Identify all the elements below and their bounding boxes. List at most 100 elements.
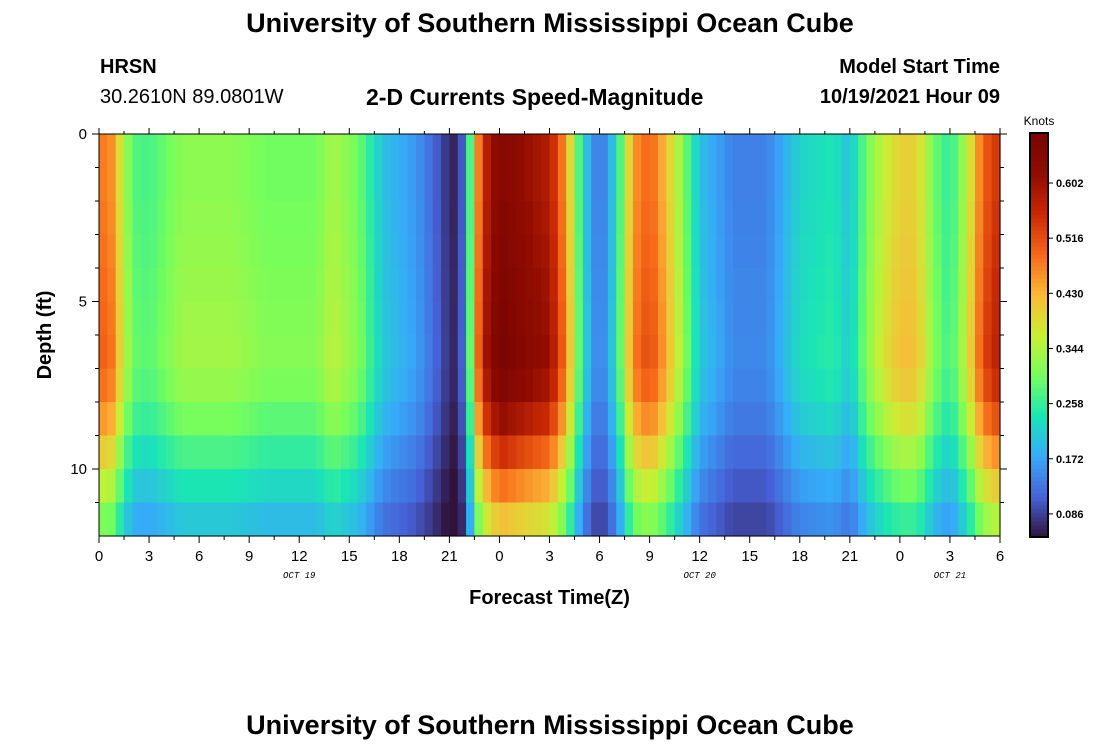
heatmap-cell (190, 469, 200, 504)
heatmap-cell (174, 435, 184, 470)
heatmap-cell (808, 301, 818, 336)
heatmap-cell (674, 368, 684, 403)
heatmap-cell (874, 335, 884, 370)
heatmap-cell (516, 134, 526, 169)
heatmap-cell (274, 167, 284, 202)
heatmap-cell (691, 201, 701, 236)
heatmap-cell (816, 502, 826, 537)
colorbar-segment (1030, 197, 1048, 203)
colorbar-segment (1030, 456, 1048, 461)
heatmap-cell (849, 335, 859, 370)
heatmap-cell (449, 502, 459, 537)
heatmap-cell (307, 335, 317, 370)
heatmap-cell (232, 301, 242, 336)
heatmap-cell (424, 502, 434, 537)
heatmap-cell (290, 469, 300, 504)
heatmap-cell (541, 301, 551, 336)
heatmap-cell (349, 201, 359, 236)
heatmap-cell (199, 201, 209, 236)
heatmap-cell (708, 234, 717, 269)
heatmap-cell (416, 234, 425, 269)
heatmap-cell (549, 402, 559, 437)
heatmap-cell (215, 368, 225, 403)
heatmap-cell (274, 301, 284, 336)
heatmap-cell (866, 469, 876, 504)
heatmap-cell (299, 134, 309, 169)
heatmap-cell (257, 234, 267, 269)
heatmap-cell (566, 201, 576, 236)
heatmap-cell (908, 402, 918, 437)
heatmap-cell (282, 402, 292, 437)
heatmap-cell (132, 335, 142, 370)
colorbar-segment (1030, 508, 1048, 514)
heatmap-cell (424, 134, 434, 169)
heatmap-cell (257, 402, 267, 437)
heatmap-cell (557, 402, 567, 437)
heatmap-cell (249, 435, 259, 470)
heatmap-cell (449, 435, 459, 470)
heatmap-cell (974, 502, 984, 537)
heatmap-cell (240, 368, 250, 403)
heatmap-cell (682, 234, 692, 269)
heatmap-cell (949, 167, 959, 202)
colorbar-segment (1030, 173, 1048, 179)
colorbar-segment (1030, 379, 1048, 385)
heatmap-cell (624, 368, 634, 403)
heatmap-cell (883, 167, 893, 202)
heatmap-cell (674, 167, 684, 202)
heatmap-cell (107, 134, 117, 169)
heatmap-cell (265, 234, 275, 269)
heatmap-cell (457, 234, 467, 269)
heatmap-cell (582, 134, 592, 169)
x-tick-label: 3 (145, 548, 153, 565)
heatmap-cell (724, 368, 734, 403)
colorbar-segment (1030, 363, 1048, 368)
heatmap-cell (983, 402, 993, 437)
heatmap-cell (299, 335, 309, 370)
heatmap-cell (591, 402, 601, 437)
heatmap-cell (641, 301, 651, 336)
heatmap-cell (858, 469, 868, 504)
heatmap-cell (758, 268, 767, 303)
heatmap-cell (974, 201, 984, 236)
heatmap-cell (516, 301, 526, 336)
heatmap-cell (624, 335, 634, 370)
heatmap-cell (357, 234, 367, 269)
heatmap-cell (416, 268, 425, 303)
colorbar-segment (1030, 153, 1048, 158)
colorbar-segment (1030, 157, 1048, 162)
heatmap-cell (783, 268, 793, 303)
heatmap-cell (107, 502, 117, 537)
heatmap-cell (182, 201, 192, 236)
heatmap-cell (657, 201, 667, 236)
heatmap-cell (849, 469, 859, 504)
x-tick-label: 3 (545, 548, 553, 565)
heatmap-cell (516, 335, 526, 370)
heatmap-cell (507, 134, 517, 169)
x-tick-label: 12 (691, 548, 708, 565)
heatmap-cell (708, 301, 717, 336)
heatmap-cell (107, 402, 117, 437)
heatmap-cell (991, 335, 1001, 370)
heatmap-cell (724, 167, 734, 202)
heatmap-cell (941, 502, 951, 537)
colorbar-segment (1030, 213, 1048, 219)
heatmap-cell (457, 435, 467, 470)
heatmap-cell (783, 435, 793, 470)
heatmap-cell (240, 167, 250, 202)
heatmap-cell (566, 335, 576, 370)
colorbar-segment (1030, 488, 1048, 494)
heatmap-cell (549, 134, 559, 169)
heatmap-cell (774, 368, 784, 403)
heatmap-cell (616, 335, 626, 370)
heatmap-cell (215, 502, 225, 537)
heatmap-cell (682, 402, 692, 437)
heatmap-cell (207, 134, 217, 169)
heatmap-cell (466, 268, 476, 303)
heatmap-cell (791, 167, 801, 202)
heatmap-cell (758, 435, 767, 470)
heatmap-cell (299, 234, 309, 269)
heatmap-cell (99, 402, 108, 437)
heatmap-cell (991, 402, 1001, 437)
